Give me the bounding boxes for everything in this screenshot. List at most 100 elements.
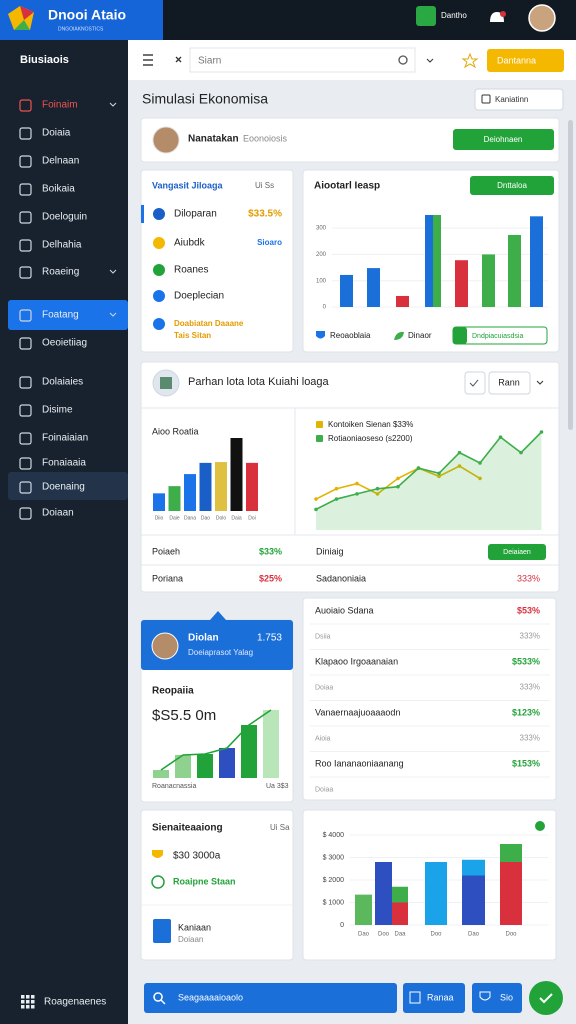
- doc-sub: Doiaan: [178, 935, 203, 944]
- status-dot: [535, 821, 545, 831]
- point: [375, 486, 380, 491]
- button[interactable]: [453, 129, 554, 150]
- row-icon: [153, 237, 165, 249]
- primary-button[interactable]: [144, 983, 397, 1013]
- point: [396, 476, 400, 481]
- menu-icon: [19, 309, 32, 322]
- bar-segment: [500, 862, 522, 925]
- menu-item: Foatang: [42, 310, 79, 321]
- shield-icon: [152, 850, 163, 858]
- x-tick-label: Dao: [468, 932, 480, 938]
- section-title: Parhan lota lota Kuiahi loaga: [188, 376, 330, 388]
- menu-icon: [19, 481, 32, 494]
- table-cell: Sadanoniaia: [316, 573, 366, 583]
- menu-item: Doiaan: [42, 508, 74, 519]
- list-value: $153%: [512, 758, 540, 768]
- card-tag: Ui Sa: [270, 823, 290, 832]
- point: [457, 450, 462, 455]
- grid-icon: [26, 1005, 30, 1009]
- shield-icon: [479, 991, 491, 1001]
- bar: [215, 462, 227, 511]
- button-text: Seagaaaaioaolo: [178, 992, 243, 1002]
- y-tick-label: $ 1000: [323, 899, 345, 906]
- menu-icon: [19, 155, 32, 168]
- trend-line: [160, 709, 272, 771]
- bar: [168, 486, 181, 511]
- row-label: Doeplecian: [174, 291, 224, 302]
- grid-icon: [21, 1005, 25, 1009]
- search-icon: [153, 992, 166, 1005]
- point: [478, 476, 482, 481]
- check-icon: [151, 875, 165, 889]
- x-tick-label: Daie: [169, 515, 180, 521]
- fab[interactable]: [529, 981, 563, 1015]
- x-tick-label: Dao: [358, 932, 370, 938]
- button-text: Dndpiacuiasdsia: [472, 333, 523, 340]
- menu-icon: [19, 99, 32, 112]
- list-label: Dsiia: [315, 633, 331, 640]
- bar: [219, 748, 235, 778]
- sidebar-footer-text: Roagenaenes: [44, 997, 106, 1008]
- bar-segment: [500, 844, 522, 862]
- filter[interactable]: [474, 88, 564, 111]
- button-text: Deiaiaen: [503, 549, 531, 556]
- menu-icon: [19, 127, 32, 140]
- x-tick-label: Doo: [430, 932, 442, 938]
- badge-text: Dantho: [441, 11, 467, 20]
- row-label: Roanes: [174, 265, 208, 276]
- table-cell: 333%: [517, 573, 540, 583]
- x-tick-label: Doo: [378, 932, 390, 938]
- bar-segment: [425, 862, 447, 925]
- avatar: [152, 126, 180, 154]
- point: [457, 464, 462, 468]
- chevron: [109, 269, 117, 274]
- list-value: 333%: [520, 683, 540, 692]
- button[interactable]: [472, 983, 522, 1013]
- pointer: [210, 611, 226, 620]
- point: [334, 497, 339, 501]
- table-cell: $33%: [259, 546, 282, 556]
- bar-segment: [462, 859, 485, 876]
- bar: [455, 260, 468, 307]
- sidebar: [0, 40, 128, 1024]
- menu-item: Delhahia: [42, 240, 82, 251]
- chevron: [109, 312, 117, 317]
- menu-item: Oeoietiiag: [42, 338, 87, 349]
- bar-segment: [462, 875, 485, 925]
- hover-item: [8, 472, 128, 500]
- button[interactable]: [470, 176, 554, 195]
- x-tick-label: Doo: [505, 932, 517, 938]
- bar: [230, 438, 243, 511]
- menu-item: Foinaiaian: [42, 433, 88, 444]
- logo-sub: DNGOIAKNOSTICS: [58, 26, 104, 32]
- menu-icon: [19, 211, 32, 224]
- legend-label: Kontoiken Sienan $33%: [328, 420, 413, 429]
- kpi-label: Reopaiia: [152, 686, 194, 697]
- kpi-footer: Ua 3$3: [266, 783, 289, 790]
- list-label: Doiaa: [315, 786, 333, 793]
- grid-icon: [26, 1000, 30, 1004]
- menu-icon: [19, 376, 32, 389]
- menu-icon: [19, 432, 32, 445]
- x-tick-label: Dao: [201, 515, 210, 521]
- row-label: Aiubdk: [174, 238, 206, 249]
- bar: [241, 725, 257, 778]
- list-label: Roo Iananaoniaanang: [315, 758, 404, 768]
- list-value: 333%: [520, 734, 540, 743]
- filter-icon: [481, 94, 491, 104]
- button[interactable]: [488, 544, 546, 560]
- bar: [153, 493, 165, 511]
- select-text: Rann: [498, 377, 520, 387]
- button-text: Sio: [500, 992, 513, 1002]
- button-text: Dantanna: [497, 55, 536, 65]
- menu-item: Boikaia: [42, 184, 75, 195]
- bar: [175, 755, 191, 778]
- search-box[interactable]: [189, 47, 416, 73]
- primary-button[interactable]: [487, 49, 564, 72]
- point: [334, 486, 339, 491]
- table-cell: Diniaig: [316, 546, 344, 556]
- point: [437, 474, 441, 479]
- select[interactable]: [488, 371, 531, 395]
- menu-icon: [19, 457, 32, 470]
- button[interactable]: [403, 983, 465, 1013]
